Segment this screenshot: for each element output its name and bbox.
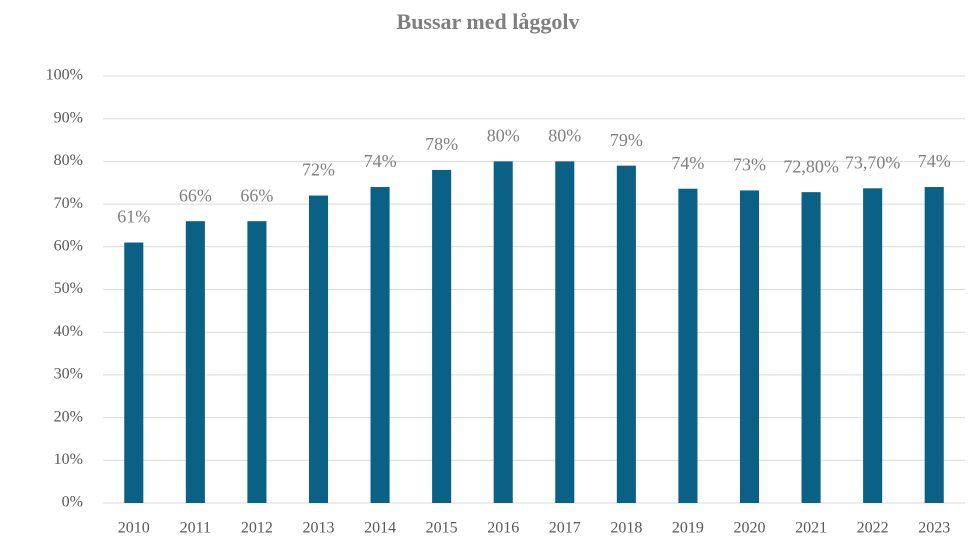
y-tick-label: 100% [46,67,83,84]
bar [924,187,944,503]
y-tick-label: 10% [54,451,83,468]
bar [616,165,636,504]
x-tick-label: 2019 [672,520,704,537]
x-tick-label: 2016 [487,520,519,537]
data-label: 61% [117,207,150,227]
x-tick-label: 2021 [795,520,827,537]
x-tick-label: 2010 [118,520,150,537]
x-tick-label: 2013 [303,520,335,537]
y-tick-label: 50% [54,280,83,297]
x-tick-label: 2023 [918,520,950,537]
data-label: 80% [548,126,581,146]
x-tick-label: 2017 [549,520,581,537]
y-tick-label: 20% [54,408,83,425]
data-label: 79% [610,130,643,150]
x-tick-label: 2012 [241,520,273,537]
bar [555,161,575,503]
data-label: 80% [487,126,520,146]
y-tick-label: 30% [54,366,83,383]
bar [247,221,267,503]
data-label: 73% [733,155,766,175]
y-tick-label: 60% [54,237,83,254]
bar [308,195,329,503]
data-label: 74% [918,151,951,171]
bar [863,188,883,503]
bar [185,221,205,503]
data-label: 74% [364,151,397,171]
bar [739,190,760,503]
x-tick-label: 2011 [180,520,211,537]
x-tick-label: 2022 [857,520,889,537]
data-label: 66% [240,185,273,205]
data-label: 72,80% [783,156,839,176]
y-tick-label: 0% [62,494,83,511]
bar [370,187,390,503]
data-label: 73,70% [845,152,901,172]
data-label: 78% [425,134,458,154]
bar [124,242,144,503]
x-tick-label: 2018 [610,520,642,537]
data-label: 66% [179,185,212,205]
bar [493,161,513,503]
y-tick-label: 90% [54,109,83,126]
y-tick-label: 80% [54,152,83,169]
x-tick-label: 2015 [426,520,458,537]
bar [432,169,452,503]
data-label: 72% [302,160,335,180]
chart-title: Bussar med låggolv [397,9,580,34]
bar [678,188,698,503]
x-tick-label: 2020 [734,520,766,537]
x-tick-label: 2014 [364,520,396,537]
bar [801,192,821,504]
y-tick-label: 40% [54,323,83,340]
y-tick-label: 70% [54,195,83,212]
data-label: 74% [671,153,704,173]
